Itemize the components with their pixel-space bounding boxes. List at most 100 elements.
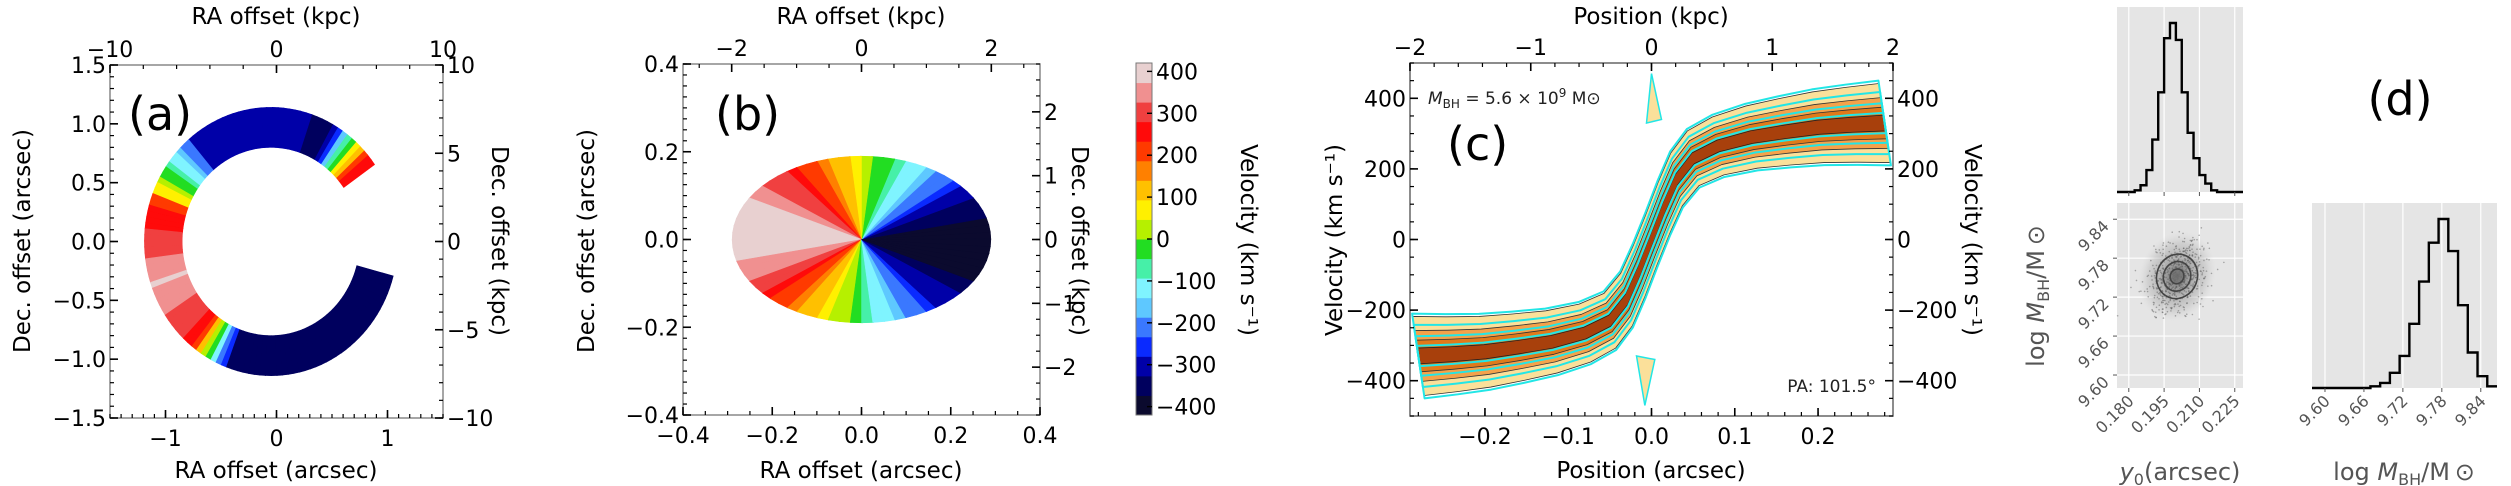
density-sample	[2160, 272, 2163, 275]
colorbar-swatch	[1136, 297, 1152, 318]
x-tick-label: 1	[381, 427, 395, 452]
panel-b-ylabel-right: Dec. offset (kpc)	[1066, 146, 1092, 336]
mass-subscript: BH	[1443, 97, 1460, 111]
panel-b-axes: −0.4 −0.2 0.0 0.2 0.4 −0.4 −0.2 0.0 0.2 0.4 −2 0 2 −2…	[626, 37, 1077, 449]
density-sample	[2174, 251, 2176, 254]
density-sample	[2206, 258, 2208, 260]
density-sample	[2182, 247, 2185, 250]
colorbar-swatch	[1136, 82, 1152, 103]
density-sample	[2185, 270, 2187, 272]
panel-d-letter: (d)	[2367, 72, 2432, 126]
density-sample	[2183, 237, 2186, 240]
density-sample	[2189, 262, 2192, 265]
density-sample	[2165, 255, 2167, 257]
density-sample	[2179, 287, 2181, 290]
density-sample	[2201, 245, 2203, 248]
density-sample	[2175, 255, 2178, 258]
density-sample	[2162, 297, 2164, 299]
density-sample	[2155, 264, 2158, 267]
density-sample	[2159, 293, 2161, 295]
density-sample	[2182, 247, 2185, 250]
density-sample	[2167, 291, 2170, 293]
density-sample	[2181, 262, 2183, 265]
density-sample	[2138, 290, 2141, 293]
density-sample	[2192, 284, 2194, 287]
density-sample	[2158, 309, 2160, 311]
density-sample	[2202, 266, 2205, 269]
density-sample	[2186, 296, 2189, 299]
x-tick-label: −0.1	[1542, 425, 1595, 450]
density-sample	[2174, 302, 2176, 305]
density-sample	[2153, 294, 2156, 297]
panel-a-axes: −1 0 1−1.5−1.0−0.50.00.51.01.5−10 0 10−10−50…	[53, 38, 494, 452]
panel-c-pv-diagram: −0.2 −0.1 0.0 0.1 0.2 −400 −200 0 200 400 −2 −1 0 1 2 −…	[1322, 4, 1985, 484]
density-sample	[2156, 288, 2158, 290]
panel-a-letter: (a)	[128, 87, 192, 141]
density-sample	[2174, 245, 2177, 248]
right-tick-label: 5	[447, 142, 461, 167]
density-sample	[2184, 276, 2187, 278]
panel-c-ylabel: Velocity (km s⁻¹)	[1322, 144, 1348, 336]
panel-d-corner-plot: 0.1800.1950.2100.2259.609.669.729.789.84…	[2022, 7, 2497, 486]
top-tick-label: 1	[1765, 36, 1779, 61]
density-sample	[2162, 299, 2165, 302]
density-x-tick-label: 0.195	[2127, 391, 2173, 437]
density-sample	[2156, 291, 2159, 294]
colorbar-swatch	[1136, 160, 1152, 181]
colorbar-swatch	[1136, 199, 1152, 220]
colorbar-ticks: 400 300 200 100 0 −100 −200 −300 −400	[1147, 60, 1216, 421]
density-sample	[2198, 318, 2200, 320]
density-sample	[2207, 285, 2209, 287]
density-sample	[2178, 300, 2181, 303]
hist-y0-line	[2117, 21, 2243, 194]
density-sample	[2201, 273, 2203, 276]
density-sample	[2201, 284, 2203, 287]
density-sample	[2174, 256, 2177, 258]
density-sample	[2164, 289, 2167, 292]
top-tick-label: −10	[87, 38, 133, 63]
density-sample	[2183, 282, 2186, 284]
right-tick-label: 0	[1044, 229, 1058, 254]
density-sample	[2161, 289, 2164, 292]
density-sample	[2185, 313, 2188, 315]
right-tick-label: 2	[1044, 101, 1058, 126]
top-tick-label: 2	[1886, 36, 1900, 61]
colorbar-swatch	[1136, 141, 1152, 162]
density-sample	[2199, 270, 2202, 272]
density-sample	[2156, 251, 2158, 254]
density-sample	[2151, 310, 2154, 312]
density-sample	[2146, 288, 2148, 290]
density-sample	[2134, 269, 2137, 272]
density-sample	[2160, 271, 2162, 274]
right-tick-label: −1	[1044, 292, 1076, 317]
density-sample	[2160, 286, 2162, 288]
y-tick-label: 0	[1392, 229, 1406, 254]
density-sample	[2181, 265, 2184, 268]
density-sample	[2182, 294, 2185, 296]
density-sample	[2208, 259, 2210, 261]
density-sample	[2151, 279, 2153, 281]
density-sample	[2187, 273, 2190, 276]
disk-wedge	[861, 238, 992, 248]
density-sample	[2161, 254, 2164, 257]
density-sample	[2159, 286, 2162, 289]
density-sample	[2156, 296, 2159, 299]
density-sample	[2201, 292, 2203, 294]
density-sample	[2153, 267, 2155, 270]
density-sample	[2157, 292, 2160, 295]
density-sample	[2185, 270, 2188, 273]
density-sample	[2178, 230, 2181, 233]
density-sample	[2195, 272, 2197, 275]
right-tick-label: 400	[1897, 87, 1939, 112]
density-sample	[2170, 307, 2173, 310]
density-sample	[2146, 290, 2149, 293]
density-sample	[2191, 278, 2194, 281]
colorbar-tick-label: −200	[1156, 312, 1216, 337]
x-tick-label: 0.0	[1634, 425, 1669, 450]
density-sample	[2189, 295, 2192, 297]
density-sample	[2189, 249, 2191, 252]
colorbar-swatch	[1136, 180, 1152, 201]
density-sample	[2150, 259, 2152, 262]
right-tick-label: −400	[1897, 370, 1957, 395]
density-sample	[2204, 275, 2207, 278]
